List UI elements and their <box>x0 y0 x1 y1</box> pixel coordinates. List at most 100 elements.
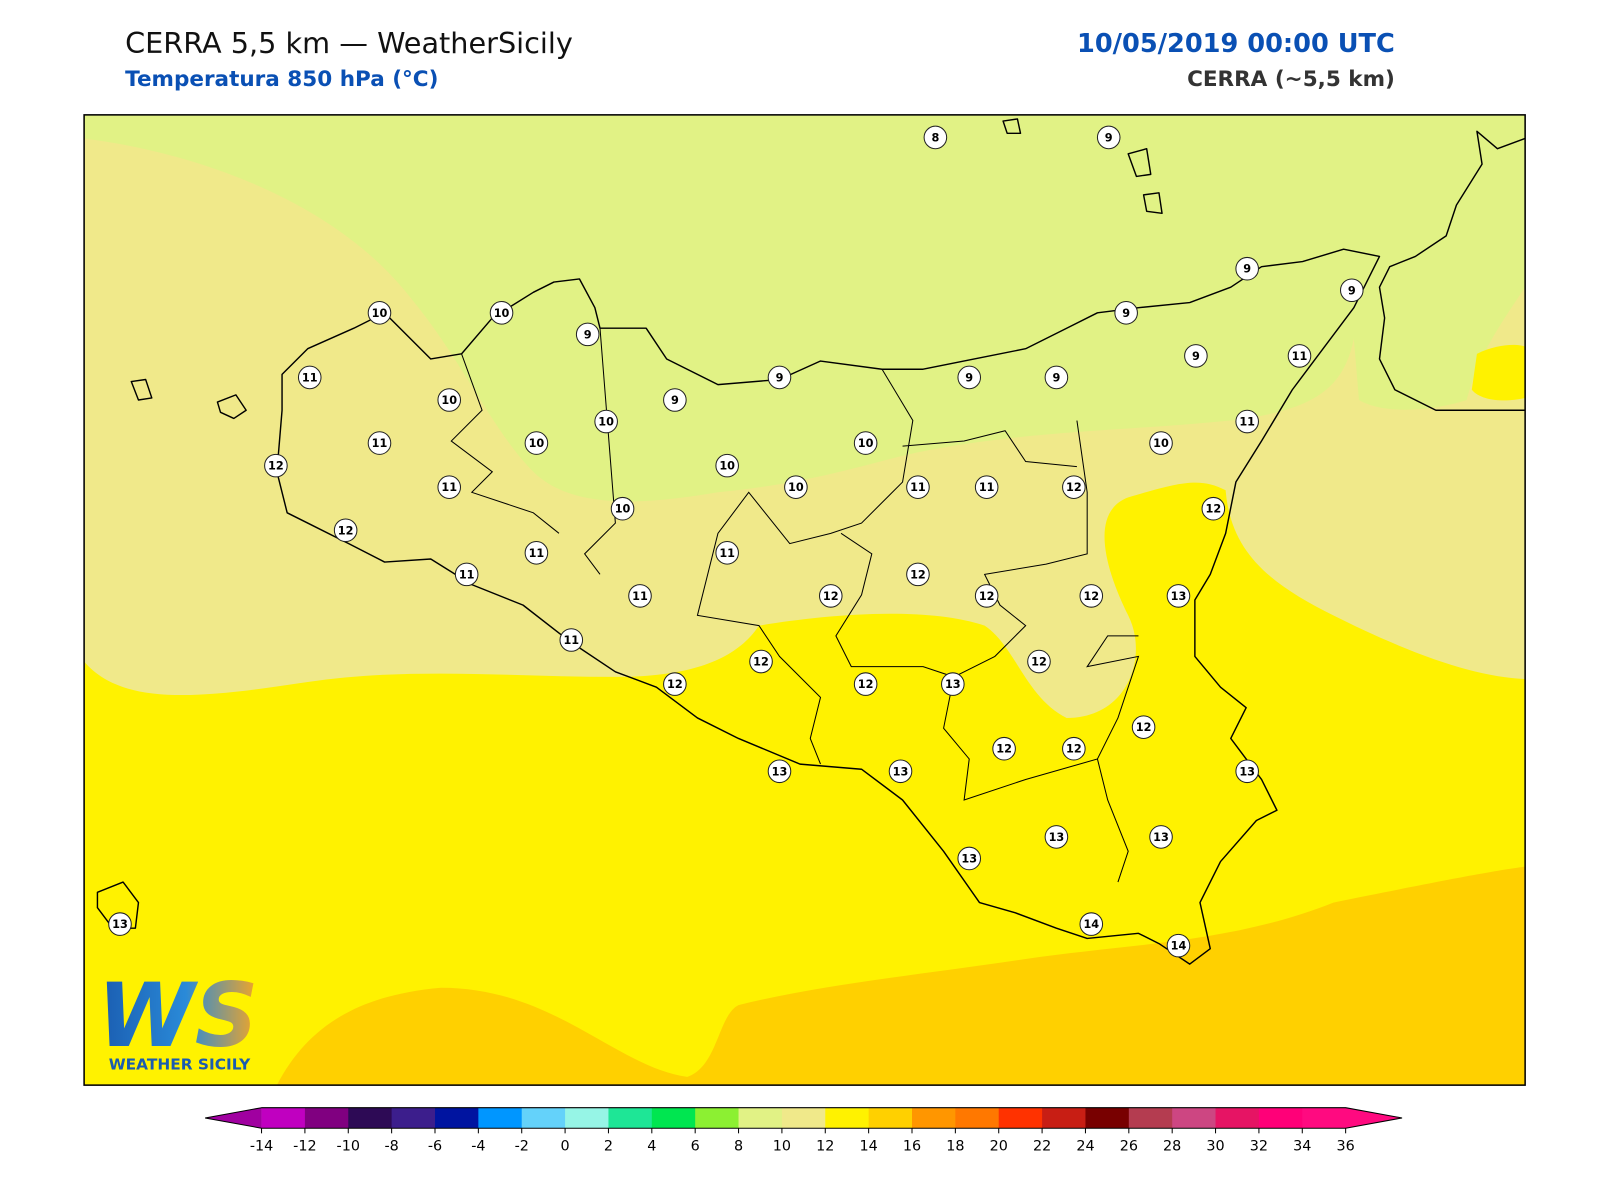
colorbar-tick-label: -4 <box>471 1139 485 1155</box>
colorbar-tick-label: 12 <box>816 1139 834 1155</box>
station-value: 9 <box>1122 307 1130 320</box>
station-value: 10 <box>858 437 874 450</box>
colorbar-tick-label: 0 <box>561 1139 570 1155</box>
station-marker <box>853 431 878 455</box>
station: 10 <box>1149 431 1173 455</box>
station-value: 9 <box>1105 131 1113 144</box>
colorbar-tick-label: 22 <box>1033 1139 1051 1155</box>
station: 8 <box>923 125 948 150</box>
station-value: 9 <box>1192 350 1200 363</box>
model: CERRA (~5,5 km) <box>1187 67 1395 92</box>
station-value: 13 <box>1171 590 1187 603</box>
station-value: 13 <box>1153 831 1169 844</box>
colorbar-tick-label: 26 <box>1120 1139 1138 1155</box>
station: 11 <box>437 475 462 499</box>
station-marker <box>1166 584 1191 608</box>
subtitle: Temperatura 850 hPa (°C) <box>125 67 438 92</box>
station-marker <box>1339 278 1364 303</box>
colorbar-over <box>1345 1107 1403 1129</box>
station-value: 10 <box>1153 437 1169 450</box>
station-value: 9 <box>1348 284 1356 297</box>
colorbar-segment <box>434 1107 479 1129</box>
station-marker <box>715 541 739 565</box>
station: 12 <box>1131 715 1156 739</box>
station-value: 11 <box>719 547 735 560</box>
station: 13 <box>1149 825 1173 849</box>
colorbar-segment <box>825 1107 870 1129</box>
station: 11 <box>906 475 930 499</box>
datetime: 10/05/2019 00:00 UTC <box>1077 29 1395 59</box>
station-value: 9 <box>1052 371 1060 384</box>
station-marker <box>818 584 843 608</box>
station-marker <box>1062 475 1086 499</box>
station-marker <box>663 388 687 412</box>
station-marker <box>1184 344 1208 368</box>
station-value: 10 <box>615 503 631 516</box>
colorbar-segment <box>521 1107 566 1129</box>
station-marker <box>888 759 913 784</box>
station-marker <box>454 562 479 587</box>
station-marker <box>524 431 549 455</box>
logo-letters: WS <box>97 964 258 1067</box>
sicily-coast <box>276 248 1381 965</box>
colorbar-tick-label: 6 <box>691 1139 700 1155</box>
station-marker <box>1131 715 1156 739</box>
colorbar-tick-label: 20 <box>990 1139 1008 1155</box>
province-lines <box>450 328 1140 883</box>
station-value: 12 <box>910 568 926 581</box>
station-marker <box>333 518 358 543</box>
station-marker <box>1114 301 1138 325</box>
map-frame <box>83 114 1526 1086</box>
colorbar-segment <box>1172 1107 1217 1129</box>
station: 9 <box>767 365 792 390</box>
station-value: 11 <box>910 481 926 494</box>
colorbar-segment <box>738 1107 783 1129</box>
colorbar-segment <box>608 1107 653 1129</box>
station-value: 10 <box>529 437 545 450</box>
station: 13 <box>1235 759 1259 784</box>
station-value: 9 <box>776 371 784 384</box>
station-marker <box>524 541 549 565</box>
station-value: 12 <box>1031 656 1047 669</box>
island <box>96 118 1163 929</box>
station-value: 11 <box>1292 350 1308 363</box>
station-marker <box>663 672 687 696</box>
station-marker <box>906 475 930 499</box>
station-marker <box>610 496 635 521</box>
station: 9 <box>1044 365 1069 390</box>
colorbar-segment <box>781 1107 826 1129</box>
station-value: 12 <box>1083 590 1099 603</box>
station-marker <box>1079 584 1104 608</box>
colorbar-tick-label: 30 <box>1206 1139 1224 1155</box>
colorbar-tick-label: 24 <box>1076 1139 1094 1155</box>
station-marker <box>715 453 739 478</box>
station-marker <box>1149 825 1173 849</box>
colorbar-tick-label: -8 <box>384 1139 398 1155</box>
station: 13 <box>1166 584 1191 608</box>
station: 13 <box>767 759 792 784</box>
colorbar-tick-label: 32 <box>1250 1139 1268 1155</box>
station-value: 11 <box>979 481 995 494</box>
station: 12 <box>1201 496 1226 521</box>
colorbar-tick-label: -6 <box>428 1139 442 1155</box>
station: 13 <box>941 672 965 696</box>
station-value: 12 <box>979 590 995 603</box>
station-value: 9 <box>1243 263 1251 276</box>
station: 11 <box>974 475 999 499</box>
station-marker <box>264 453 288 478</box>
station-marker <box>437 388 462 412</box>
station: 11 <box>524 541 549 565</box>
colorbar-tick-label: -2 <box>515 1139 529 1155</box>
station: 13 <box>957 846 982 871</box>
title: CERRA 5,5 km — WeatherSicily <box>125 26 573 60</box>
station: 9 <box>1114 301 1138 325</box>
station-value: 13 <box>1239 765 1255 778</box>
colorbar-segment <box>391 1107 436 1129</box>
colorbar-segment <box>1042 1107 1086 1129</box>
station-marker <box>906 562 930 587</box>
station-value: 12 <box>996 743 1012 756</box>
station: 13 <box>1044 825 1069 849</box>
colorbar-segment <box>565 1107 609 1129</box>
station-value: 14 <box>1171 940 1187 953</box>
